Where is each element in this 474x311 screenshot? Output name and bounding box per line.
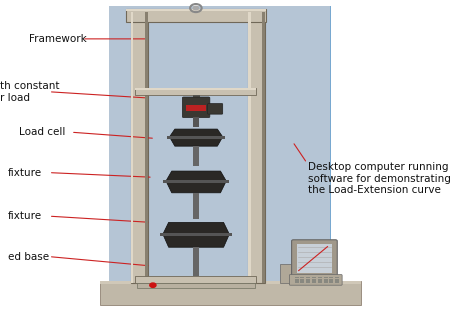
Bar: [137, 283, 255, 288]
Bar: [295, 279, 299, 281]
Bar: [303, 278, 326, 280]
Bar: [131, 12, 133, 283]
Bar: [193, 193, 199, 219]
FancyBboxPatch shape: [208, 104, 223, 114]
Bar: [301, 277, 304, 278]
Circle shape: [192, 6, 200, 11]
Bar: [318, 279, 322, 281]
Bar: [329, 279, 333, 281]
Bar: [301, 279, 304, 281]
Text: fixture: fixture: [8, 168, 42, 178]
Bar: [335, 279, 339, 281]
Bar: [192, 95, 200, 112]
Bar: [100, 281, 361, 305]
Bar: [193, 146, 199, 166]
Bar: [311, 275, 318, 278]
Polygon shape: [163, 222, 229, 247]
Bar: [131, 12, 147, 283]
Text: ed base: ed base: [8, 252, 49, 262]
Bar: [306, 277, 310, 278]
Bar: [193, 247, 199, 276]
Bar: [160, 233, 232, 236]
Bar: [318, 281, 322, 283]
Bar: [280, 264, 292, 283]
FancyBboxPatch shape: [290, 275, 342, 285]
Bar: [135, 276, 256, 283]
Bar: [297, 244, 332, 273]
Bar: [135, 88, 256, 95]
Bar: [329, 281, 333, 283]
Circle shape: [150, 283, 156, 287]
Text: Desktop computer running
software for demonstrating
the Load-Extension curve: Desktop computer running software for de…: [308, 162, 451, 195]
Bar: [312, 277, 316, 278]
Bar: [312, 281, 316, 283]
Bar: [306, 279, 310, 281]
Bar: [262, 12, 265, 283]
Bar: [135, 88, 256, 90]
Bar: [335, 277, 339, 278]
Bar: [329, 277, 333, 278]
Bar: [324, 279, 328, 281]
Bar: [100, 281, 361, 284]
FancyBboxPatch shape: [182, 97, 210, 118]
Bar: [312, 279, 316, 281]
Bar: [301, 281, 304, 283]
Bar: [126, 9, 266, 11]
Bar: [186, 105, 206, 111]
Bar: [109, 6, 330, 305]
Bar: [295, 277, 299, 278]
Bar: [295, 281, 299, 283]
Text: Framework: Framework: [29, 34, 87, 44]
Bar: [248, 12, 251, 283]
FancyBboxPatch shape: [292, 240, 337, 276]
Bar: [193, 117, 199, 127]
Text: th constant
r load: th constant r load: [0, 81, 60, 103]
Bar: [335, 281, 339, 283]
Bar: [324, 277, 328, 278]
Bar: [145, 12, 147, 283]
Bar: [324, 281, 328, 283]
Bar: [318, 277, 322, 278]
Bar: [306, 281, 310, 283]
Bar: [163, 180, 229, 183]
Bar: [126, 9, 266, 22]
Bar: [248, 12, 265, 283]
Polygon shape: [170, 129, 223, 146]
Text: Load cell: Load cell: [18, 127, 65, 137]
Bar: [167, 136, 225, 139]
Text: fixture: fixture: [8, 211, 42, 221]
Polygon shape: [166, 171, 226, 193]
